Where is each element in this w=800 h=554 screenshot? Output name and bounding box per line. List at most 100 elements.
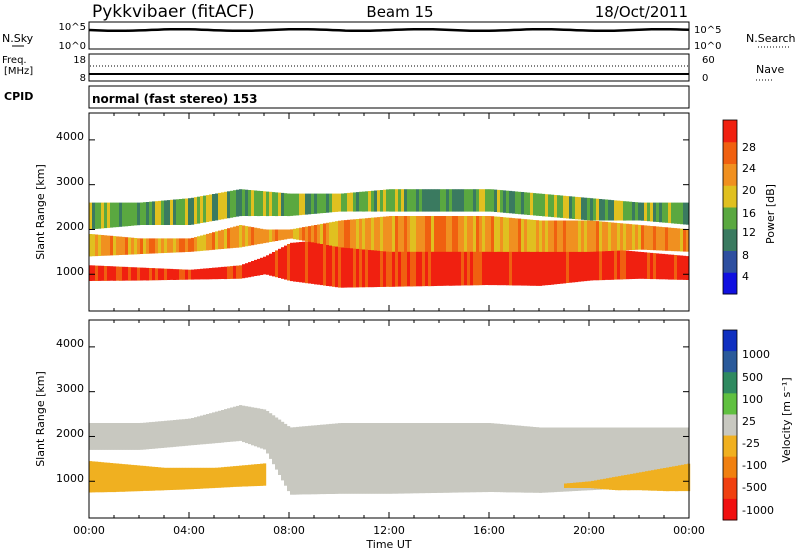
power-band-0-cell [284,245,288,280]
velocity-band-0-cell [146,422,150,450]
velocity-colorbar-segment [723,477,737,500]
velocity-band-0-cell [182,419,186,447]
power-band-1-cell [398,216,402,252]
power-band-0-cell [371,235,375,288]
velocity-band-0-cell [596,427,600,490]
power-band-2-cell [251,190,255,216]
power-band-1-cell [410,216,414,252]
velocity-band-0-cell [137,423,141,450]
power-band-1-cell [602,221,606,252]
power-band-0-cell [551,233,555,285]
velocity-band-0-cell [152,421,156,449]
power-band-2-cell [551,194,555,218]
power-band-2-cell [395,189,399,212]
power-band-0-cell [239,265,243,279]
power-band-1-cell [173,238,177,253]
power-band-0-cell [134,267,138,281]
velocity-band-0-cell [401,423,405,494]
velocity-band-0-cell [374,423,378,494]
power-band-1-cell [560,220,564,252]
velocity-band-1-cell [173,467,177,490]
power-band-0-cell [467,227,471,286]
velocity-band-0-cell [149,422,153,449]
power-band-0-cell [281,247,285,279]
power-band-2-cell [323,193,327,213]
velocity-band-0-cell [275,417,279,470]
velocity-band-0-cell [167,420,171,448]
power-band-1-cell [575,220,579,252]
noise-right-tick-bottom: 10^0 [694,41,721,52]
power-band-0-cell [491,225,495,286]
power-band-2-cell [290,193,294,216]
power-band-2-cell [677,202,681,224]
power-band-1-cell [608,222,612,251]
power-band-2-cell [110,202,114,228]
power-band-2-cell [500,190,504,213]
power-band-0-cell [194,269,198,280]
velocity-band-1-cell [212,467,216,489]
power-band-0-cell [326,239,330,286]
power-band-0-cell [359,236,363,288]
power-band-1-cell [98,234,102,256]
power-band-0-cell [185,269,189,280]
power-band-2-cell [203,195,207,223]
power-band-0-cell [566,239,570,283]
power-band-0-cell [422,231,426,287]
velocity-band-0-cell [122,423,126,450]
velocity-band-0-cell [293,427,297,495]
velocity-heatmap-data [89,405,691,495]
power-band-0-cell [578,243,582,282]
velocity-band-0-cell [128,423,132,450]
power-band-1-cell [230,227,234,249]
velocity-band-1-cell [245,465,249,487]
power-band-2-cell [113,202,117,228]
power-band-2-cell [317,193,321,214]
power-band-0-cell [392,233,396,287]
power-band-1-cell [599,221,603,252]
power-band-1-cell [320,223,324,244]
velocity-band-0-cell [572,427,576,492]
power-band-0-cell [518,227,522,286]
velocity-band-0-cell [674,427,678,488]
velocity-colorbar-segment [723,393,737,415]
xaxis-label: Time UT [365,538,411,551]
velocity-band-0-cell [521,425,525,493]
power-band-1-cell [428,216,432,252]
velocity-band-1-cell [200,467,204,489]
power-band-2-cell [200,196,204,223]
velocity-band-0-cell [590,427,594,491]
power-band-2-cell [446,189,450,212]
power-band-1-cell [197,236,201,252]
power-band-2-cell [533,193,537,216]
cpid-value: normal (fast stereo) 153 [92,92,258,106]
power-band-2-cell [155,201,159,225]
power-band-0-cell [290,242,294,282]
power-band-1-cell [383,216,387,252]
power-band-1-cell [530,219,534,252]
power-band-0-cell [470,226,474,286]
velocity-band-0-cell [200,415,204,445]
velocity-band-0-cell [125,423,129,450]
freq-left-tick-bottom: 8 [80,73,86,84]
power-band-0-cell [521,227,525,286]
power-band-0-cell [296,242,300,282]
power-colorbar-segment [723,120,737,143]
power-band-0-cell [614,249,618,280]
velocity-band-1-cell [113,463,117,493]
power-band-2-cell [419,189,423,212]
velocity-band-0-cell [281,421,285,481]
power-band-0-cell [434,229,438,286]
power-band-1-cell [572,220,576,252]
velocity-band-0-cell [191,418,195,446]
power-band-2-cell [383,189,387,212]
power-band-1-cell [245,226,249,247]
power-band-2-cell [623,201,627,221]
velocity-band-1-cell [179,467,183,490]
power-band-1-cell [455,216,459,252]
power-band-2-cell [89,202,93,230]
velocity-band-0-cell [350,423,354,494]
power-band-0-cell [122,266,126,281]
power-band-0-cell [242,264,246,279]
power-band-2-cell [518,191,522,215]
power-band-1-cell [392,216,396,252]
